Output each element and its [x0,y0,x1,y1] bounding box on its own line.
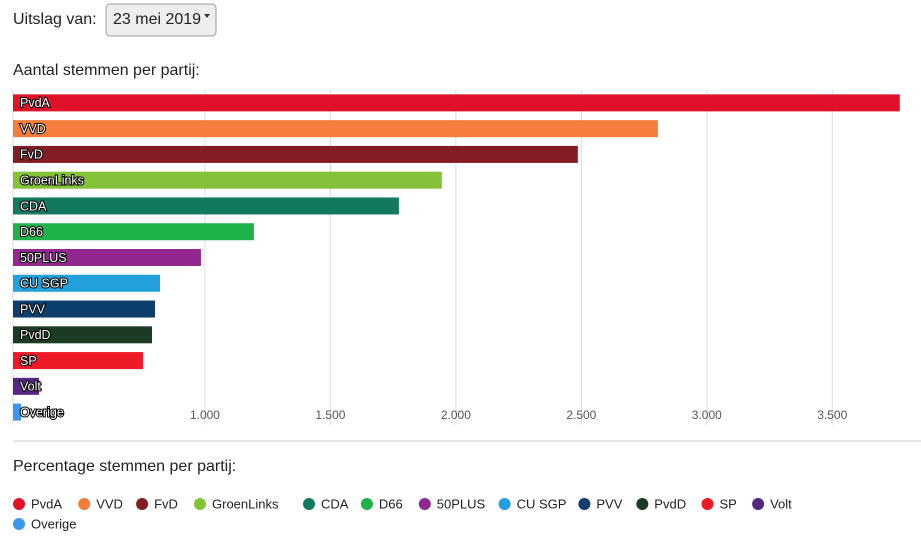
legend-label: VVD [96,496,123,511]
legend-label: GroenLinks [212,496,279,511]
bar [13,352,143,370]
legend-swatch [578,498,591,510]
bar [13,145,578,163]
bar-label: FvD [20,148,43,162]
date-select[interactable] [105,3,217,37]
legend-label: PvdD [654,496,686,511]
bar [13,120,658,138]
legend-label: Volt [770,496,792,511]
date-select-value[interactable]: 23 mei 2019 [113,11,201,28]
x-tick-label: 1.500 [315,408,345,422]
bar [13,223,254,241]
bar-label: Volt [20,380,41,394]
bar-label: D66 [20,225,43,239]
bar-label: CDA [20,199,47,213]
x-tick-label: 3.000 [692,408,722,422]
legend-swatch [360,498,373,510]
bar-label: VVD [20,122,46,136]
legend-swatch [303,498,315,510]
legend-swatch [78,498,91,510]
bar [13,197,399,215]
bar [13,94,900,112]
legend-swatch [752,498,765,510]
legend-label: D66 [379,496,403,511]
legend-swatch [194,498,206,510]
legend-swatch [136,498,149,510]
x-tick-label: 1.000 [190,408,220,422]
legend-label: CU SGP [517,496,567,511]
bar [13,403,22,421]
bar-label: PvdD [20,328,51,342]
legend-label: 50PLUS [437,496,486,511]
bar [13,300,156,318]
legend-label: CDA [321,496,349,511]
legend-swatch [13,518,25,530]
bar-label: Overige [20,405,64,419]
legend-swatch [701,498,714,510]
legend-swatch [498,498,511,510]
legend-label: Overige [31,516,77,531]
bar [13,274,161,292]
bar [13,249,201,266]
bar [13,171,442,189]
legend-swatch [418,498,431,510]
chart-title: Percentage stemmen per partij: [13,458,236,475]
bar-label: GroenLinks [20,173,84,187]
x-tick-label: 2.000 [441,408,471,422]
legend-swatch [636,498,649,510]
legend-label: SP [720,496,737,511]
x-tick-label: 3.500 [817,408,847,422]
chart-title: Aantal stemmen per partij: [13,62,200,79]
bar-label: PVV [20,302,46,316]
x-tick-label: 2.500 [566,408,596,422]
legend-label: PvdA [31,496,62,511]
bar-label: PvdA [20,96,51,110]
legend-label: FvD [154,496,178,511]
bar [13,377,40,395]
select-arrow [204,14,210,18]
bar [13,326,153,344]
bar-label: 50PLUS [20,251,67,265]
bar-label: SP [20,354,37,368]
select-label: Uitslag van: [13,11,97,28]
legend-swatch [13,498,25,510]
bar-label: CU SGP [20,277,68,291]
legend-label: PVV [596,496,622,511]
